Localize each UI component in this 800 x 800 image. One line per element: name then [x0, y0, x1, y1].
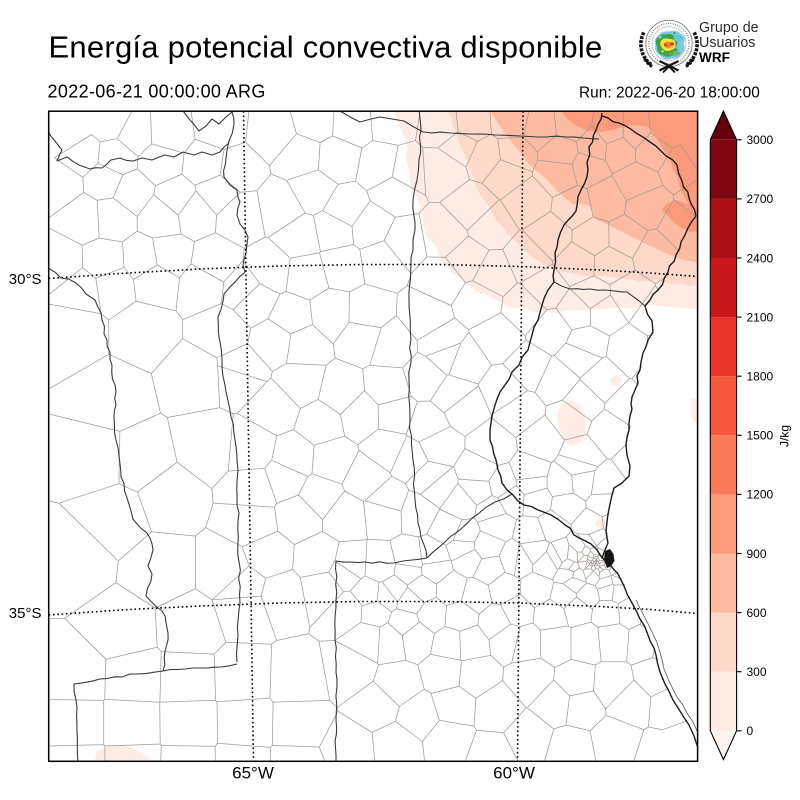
svg-text:65°W: 65°W	[232, 764, 274, 783]
svg-text:60°W: 60°W	[493, 764, 535, 783]
svg-text:J/kg: J/kg	[778, 425, 792, 447]
svg-text:2100: 2100	[747, 310, 774, 324]
svg-text:1200: 1200	[747, 488, 774, 502]
svg-text:Usuarios: Usuarios	[699, 35, 755, 51]
svg-text:0: 0	[747, 724, 754, 738]
svg-text:Grupo de: Grupo de	[699, 20, 759, 36]
svg-text:1500: 1500	[747, 429, 774, 443]
svg-text:Energía potencial convectiva d: Energía potencial convectiva disponible	[49, 30, 603, 65]
svg-text:35°S: 35°S	[9, 605, 42, 622]
svg-text:1800: 1800	[747, 370, 774, 384]
svg-text:3000: 3000	[747, 133, 774, 147]
svg-text:900: 900	[747, 547, 767, 561]
svg-text:2400: 2400	[747, 251, 774, 265]
svg-text:30°S: 30°S	[9, 271, 42, 288]
svg-text:300: 300	[747, 665, 767, 679]
svg-text:600: 600	[747, 606, 767, 620]
svg-text:Run: 2022-06-20 18:00:00: Run: 2022-06-20 18:00:00	[579, 85, 760, 102]
svg-text:2022-06-21 00:00:00 ARG: 2022-06-21 00:00:00 ARG	[48, 82, 266, 102]
svg-text:2700: 2700	[747, 192, 774, 206]
svg-text:WRF: WRF	[699, 50, 730, 65]
